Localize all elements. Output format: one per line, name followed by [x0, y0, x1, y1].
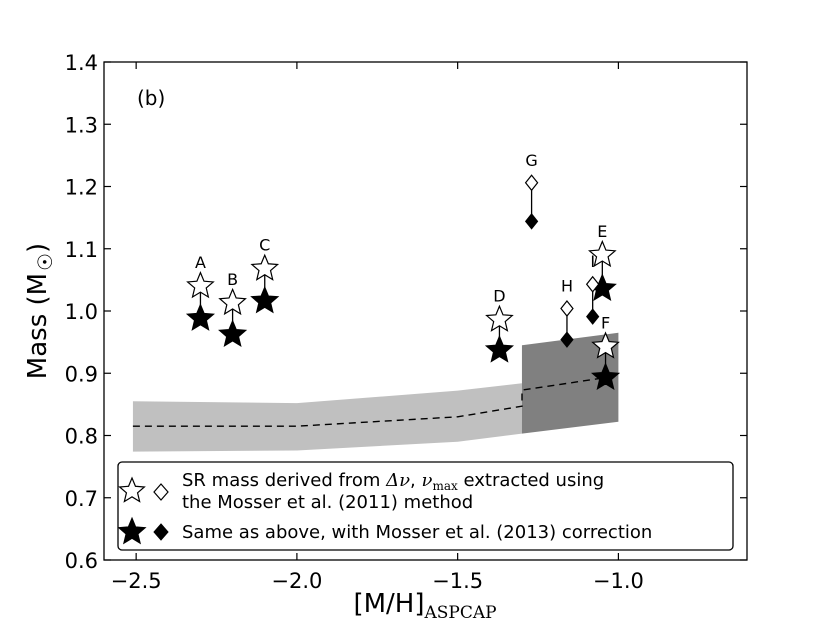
- point-label-g: G: [525, 151, 537, 170]
- point-labels: A B C D E F G HI: [195, 151, 610, 333]
- open-diamond-h: [560, 300, 574, 317]
- legend-frame: [117, 461, 734, 551]
- light-band: [132, 383, 522, 452]
- y-tick-label: 0.6: [65, 549, 98, 573]
- y-axis-title-close: ): [23, 243, 53, 253]
- open-star-b: [218, 287, 247, 316]
- y-tick-label: 0.8: [65, 425, 98, 449]
- svg-text:Mass (M☉): Mass (M ☉): [23, 243, 57, 379]
- y-tick-label: 0.7: [65, 487, 98, 511]
- y-tick-label: 1.3: [65, 113, 98, 137]
- point-label-i: I: [590, 252, 595, 271]
- y-axis-title: Mass (M ☉): [23, 243, 57, 379]
- x-tick-label: −2.5: [111, 569, 162, 593]
- x-tick-label: −2.0: [271, 569, 322, 593]
- model-mean-dashed-line: [132, 375, 619, 427]
- open-star-d: [485, 304, 514, 332]
- x-tick-label: −1.0: [593, 569, 644, 593]
- open-diamond-i: [585, 275, 600, 293]
- dark-band: [521, 332, 619, 434]
- filled-diamond-h: [560, 331, 574, 348]
- filled-star-f: [590, 362, 621, 390]
- filled-star-d: [484, 334, 514, 363]
- filled-star-a: [185, 303, 215, 331]
- y-tick-label: 0.9: [65, 362, 98, 386]
- open-star-f: [591, 331, 620, 359]
- x-tick-label: −1.5: [432, 569, 483, 593]
- x-axis-title-subscript: ASPCAP: [423, 603, 496, 623]
- sun-symbol: ☉: [33, 253, 57, 271]
- legend-filled-star: [117, 516, 147, 545]
- point-label-c: C: [259, 236, 270, 255]
- legend-open-star: [118, 476, 146, 503]
- x-axis-title-main: [M/H]: [353, 589, 424, 619]
- legend-symbols-filled: [117, 516, 169, 545]
- open-star-e: [588, 239, 617, 268]
- legend-open-diamond: [153, 483, 169, 501]
- filled-star-c: [250, 285, 280, 314]
- legend-entry-1-line-1: SR mass derived from Δν, νmax extracted …: [182, 470, 604, 493]
- legend-symbols-open: [118, 476, 169, 503]
- legend-entry-2: Same as above, with Mosser et al. (2013)…: [182, 522, 652, 543]
- open-star-c: [250, 253, 280, 281]
- legend-filled-diamond: [153, 523, 169, 541]
- point-label-b: B: [227, 270, 238, 289]
- point-label-e: E: [597, 222, 607, 241]
- filled-diamond-g: [524, 213, 539, 230]
- filled-diamond-i: [586, 308, 600, 325]
- filled-star-b: [218, 319, 248, 348]
- data-markers: [185, 174, 621, 390]
- y-tick-label: 1.0: [65, 300, 98, 324]
- y-tick-label: 1.4: [65, 51, 98, 75]
- y-axis-title-main: Mass (M: [23, 273, 53, 379]
- panel-label: (b): [137, 86, 165, 110]
- axis-ticks: −2.5 −2.0 −1.5 −1.0 0.6 0.7 0.8 0.9 1.0 1.1 1.2 1.3…: [65, 51, 747, 593]
- open-star-a: [186, 271, 215, 299]
- legend-entry-1-line-2: the Mosser et al. (2011) method: [182, 492, 473, 513]
- open-diamond-g: [524, 174, 539, 192]
- point-label-d: D: [493, 287, 505, 306]
- y-tick-label: 1.1: [65, 238, 98, 262]
- point-label-f: F: [601, 313, 610, 332]
- legend: SR mass derived from Δν, νmax extracted …: [117, 461, 734, 551]
- x-axis-title: [M/H]ASPCAP: [353, 589, 496, 623]
- point-label-a: A: [195, 253, 206, 272]
- point-label-h: H: [561, 277, 573, 296]
- background-bands: [132, 332, 619, 452]
- y-tick-label: 1.2: [65, 176, 98, 200]
